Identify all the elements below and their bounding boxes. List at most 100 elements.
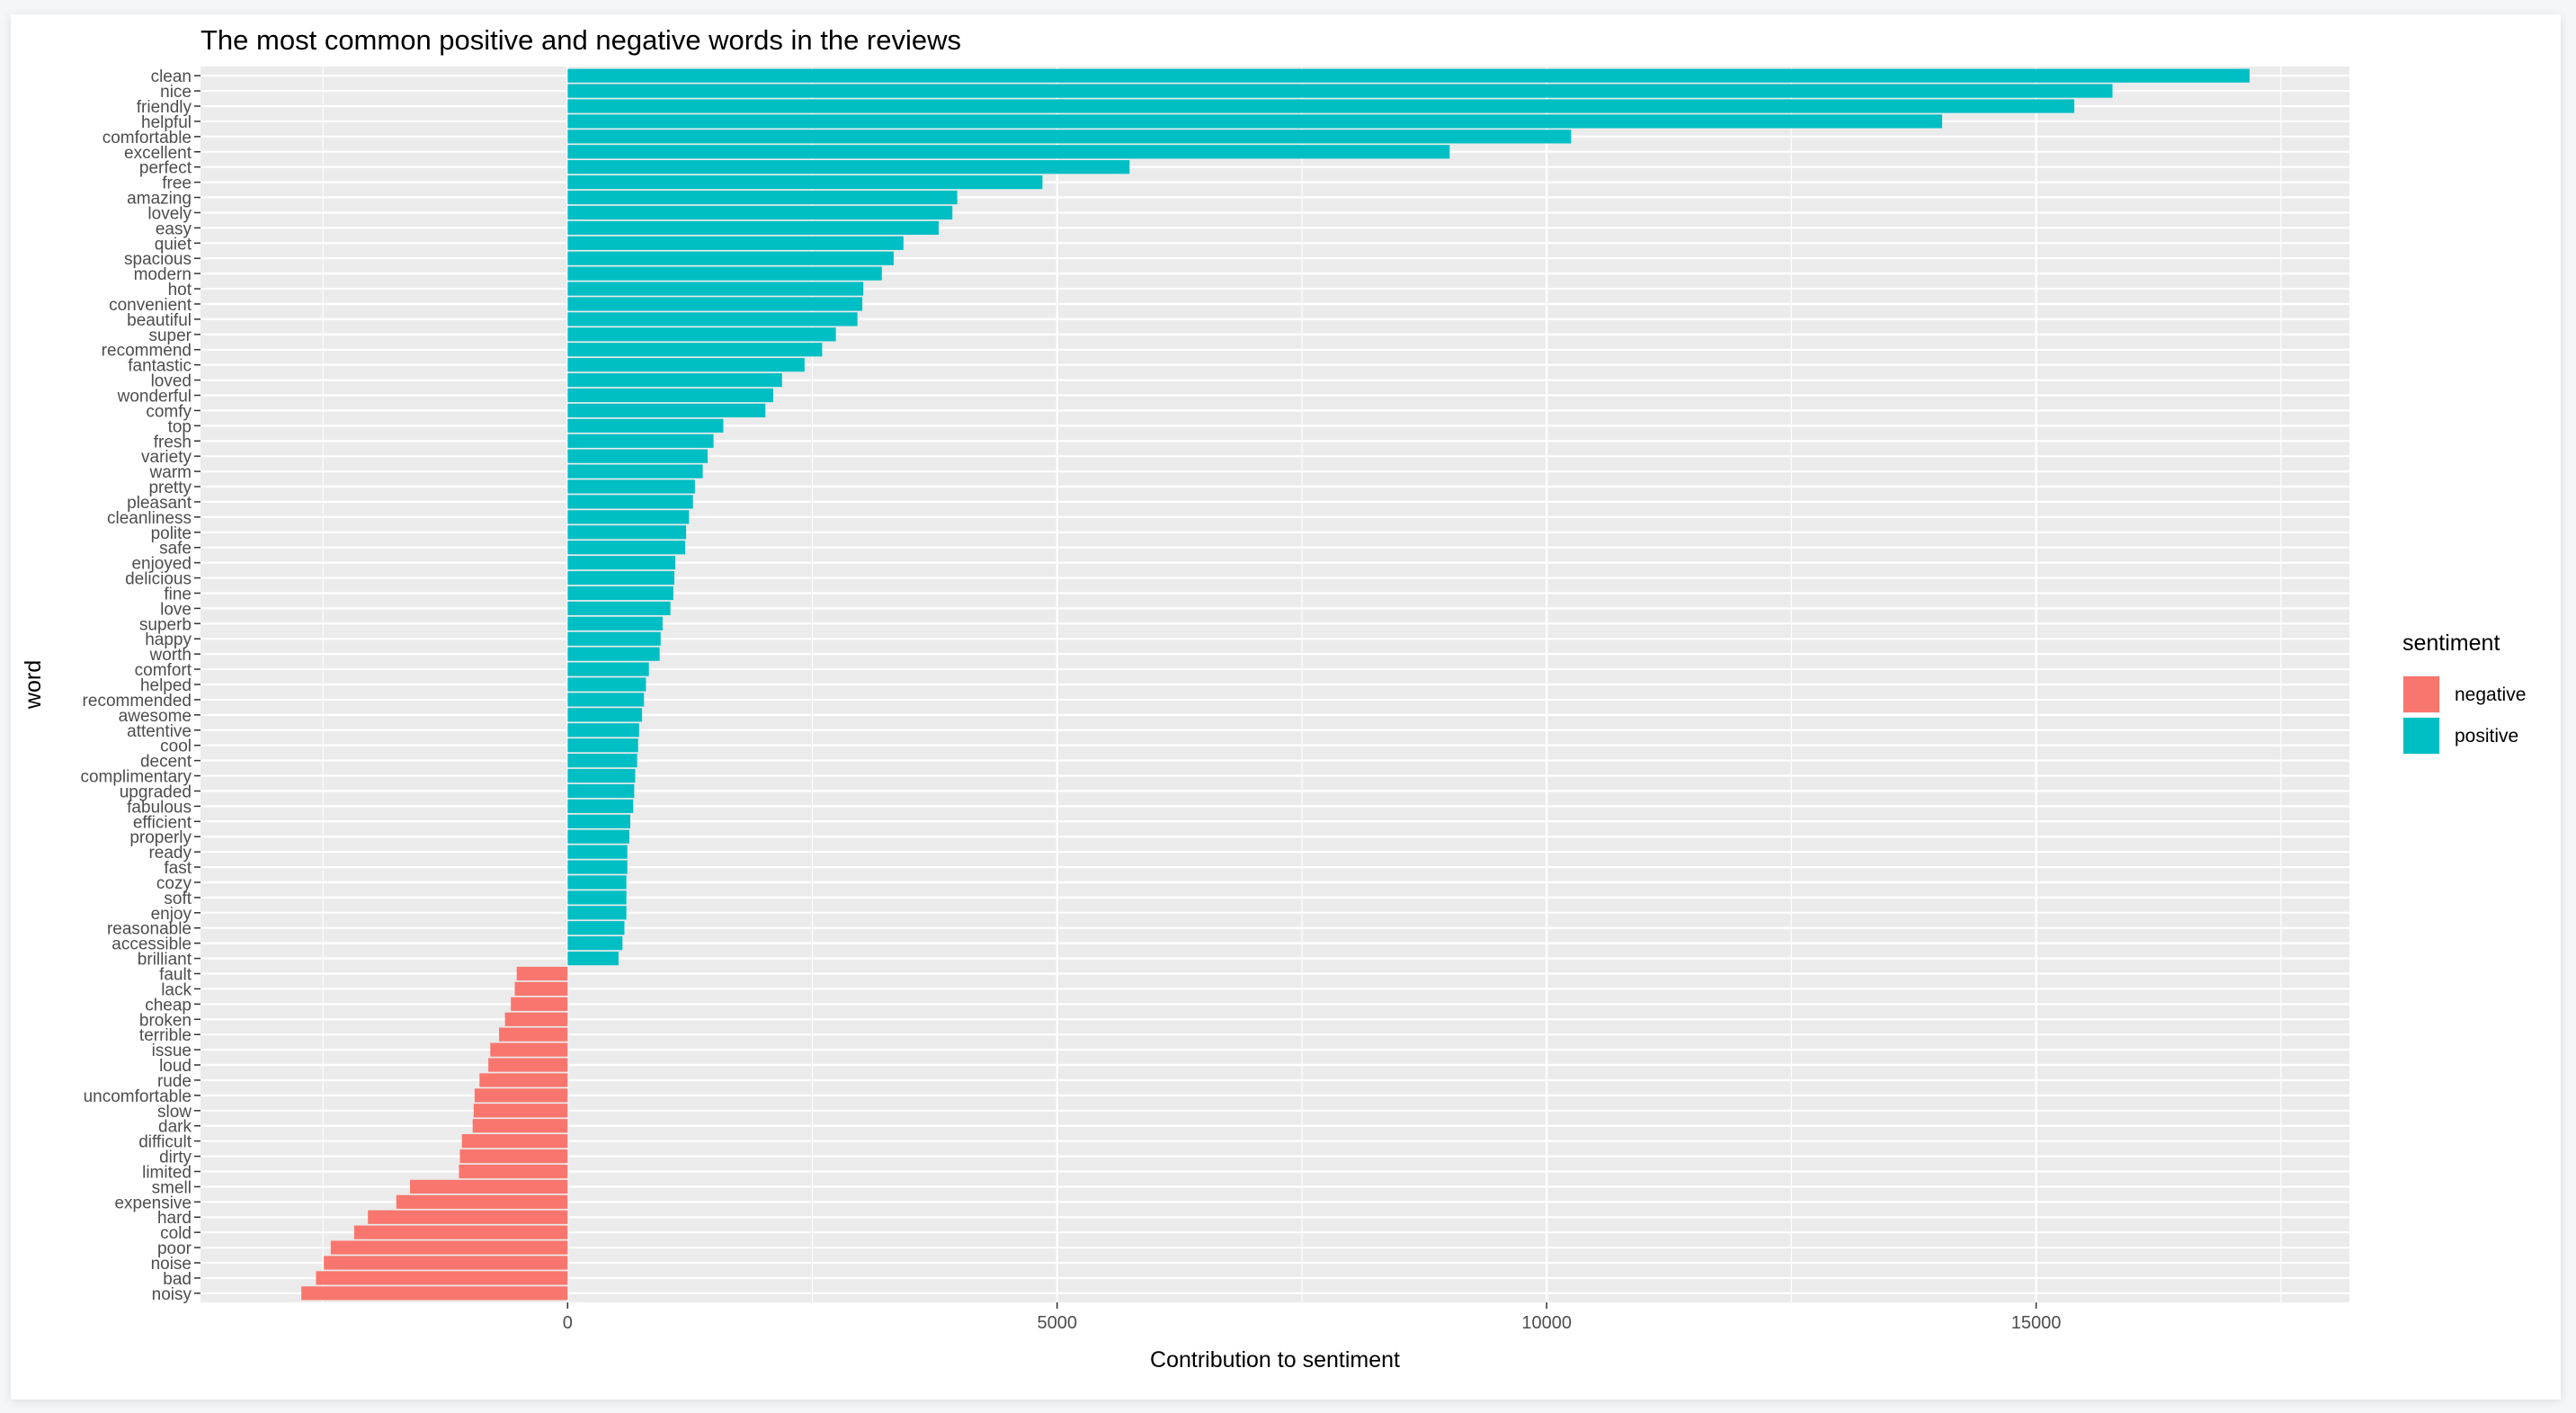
y-tick-label: soft (164, 890, 192, 908)
y-tick-label: dark (158, 1118, 192, 1137)
legend-label-positive: positive (2455, 726, 2518, 747)
y-tick-label: smell (152, 1178, 192, 1197)
x-tick-label: 10000 (1521, 1313, 1572, 1333)
bar-helped (567, 677, 646, 692)
y-tick-label: fantastic (128, 357, 192, 376)
y-tick-label: pretty (148, 478, 192, 497)
y-tick-label: comfortable (103, 129, 192, 148)
bar-lack (514, 981, 568, 997)
bar-helpful (567, 114, 1943, 129)
y-tick-label: helpful (141, 113, 192, 132)
y-tick-label: hard (157, 1209, 192, 1228)
bar-fantastic (567, 358, 805, 372)
bar-noise (324, 1256, 568, 1270)
y-tick-label: cozy (156, 874, 192, 893)
y-tick-label: bad (163, 1270, 192, 1289)
bar-poor (330, 1240, 568, 1255)
y-tick-label: delicious (125, 570, 192, 589)
y-tick-label: excellent (124, 144, 192, 163)
bar-cozy (567, 875, 627, 890)
y-tick-label: cheap (145, 996, 192, 1015)
y-tick-label: broken (139, 1011, 192, 1030)
bar-decent (567, 753, 637, 768)
bar-pretty (567, 479, 695, 494)
y-tick-label: spacious (124, 250, 192, 269)
bar-fast (567, 860, 628, 874)
y-tick-label: top (168, 417, 192, 436)
y-tick-label: rude (157, 1072, 192, 1091)
bar-properly (567, 829, 629, 844)
bar-happy (567, 631, 661, 646)
y-tick-label: modern (134, 265, 192, 284)
y-tick-label: worth (149, 646, 192, 665)
bar-loud (488, 1058, 568, 1072)
bar-delicious (567, 570, 674, 586)
y-tick-label: comfy (146, 402, 192, 421)
y-tick-label: fresh (154, 433, 192, 452)
y-tick-label: convenient (109, 296, 192, 315)
y-tick-label: wonderful (117, 387, 192, 406)
bar-free (567, 174, 1043, 190)
y-tick-label: free (162, 174, 192, 193)
y-tick-label: fault (159, 966, 192, 985)
bar-brilliant (567, 951, 619, 966)
y-tick-label: happy (145, 630, 192, 649)
bars (301, 68, 2250, 1301)
bar-efficient (567, 814, 630, 828)
y-tick-label: super (148, 326, 192, 345)
bar-hot (567, 282, 864, 296)
legend-label-negative: negative (2455, 684, 2526, 705)
bar-fresh (567, 434, 714, 448)
x-tick-label: 5000 (1037, 1313, 1077, 1333)
y-tick-label: warm (149, 463, 192, 482)
bar-cold (353, 1225, 568, 1239)
bar-soft (567, 890, 627, 905)
y-tick-label: ready (148, 844, 192, 863)
y-tick-label: noise (151, 1255, 192, 1274)
chart-title: The most common positive and negative wo… (201, 24, 961, 56)
bar-quiet (567, 236, 904, 250)
y-tick-label: recommend (102, 342, 192, 361)
y-tick-label: brilliant (138, 951, 192, 970)
y-tick-label: enjoyed (131, 555, 192, 574)
bar-complimentary (567, 768, 636, 783)
y-tick-label: loud (159, 1057, 192, 1076)
bar-awesome (567, 708, 643, 722)
bar-limited (459, 1164, 568, 1179)
bar-warm (567, 464, 703, 478)
legend-entries: negative positive (2402, 675, 2526, 755)
bar-broken (504, 1012, 568, 1026)
bar-friendly (567, 99, 2075, 113)
bar-hard (368, 1210, 568, 1224)
y-tick-label: attentive (127, 722, 192, 741)
x-tick-label: 0 (563, 1313, 573, 1333)
y-tick-label: noisy (152, 1285, 192, 1304)
bar-smell (410, 1179, 568, 1194)
y-tick-label: expensive (114, 1194, 192, 1212)
bar-comfortable (567, 130, 1572, 144)
bar-clean (567, 68, 2250, 83)
bar-cheap (511, 997, 568, 1011)
bar-slow (473, 1104, 568, 1118)
bar-attentive (567, 723, 639, 738)
y-tick-label: fast (164, 859, 192, 878)
y-tick-label: safe (159, 540, 192, 559)
y-tick-label: polite (151, 524, 192, 543)
y-tick-label: accessible (111, 935, 192, 954)
y-tick-label: efficient (133, 813, 192, 832)
y-tick-label: friendly (137, 98, 192, 117)
bar-nice (567, 84, 2113, 98)
y-tick-label: poor (157, 1239, 192, 1258)
bar-ready (567, 845, 628, 859)
bar-super (567, 327, 836, 342)
bar-superb (567, 616, 663, 630)
y-tick-label: variety (141, 448, 192, 467)
bar-cleanliness (567, 510, 690, 524)
y-tick-label: loved (151, 372, 192, 391)
bar-accessible (567, 936, 623, 951)
y-tick-label: slow (157, 1103, 192, 1122)
y-tick-label: cleanliness (107, 509, 192, 528)
bar-top (567, 418, 724, 433)
bar-safe (567, 541, 685, 555)
plot-window: The most common positive and negative wo… (11, 14, 2561, 1400)
